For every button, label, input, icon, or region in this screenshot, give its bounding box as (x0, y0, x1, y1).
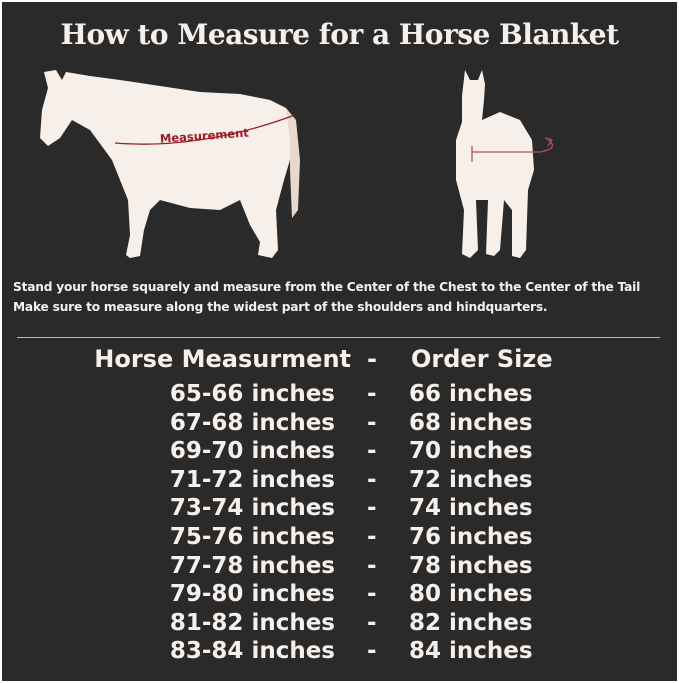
horse-measurement-cell: 69-70 inches (169, 438, 335, 465)
horse-measurement-cell: 73-74 inches (169, 495, 335, 522)
header-horse-measurement: Horse Measurment (94, 345, 351, 373)
separator-cell: - (367, 381, 377, 407)
order-size-cell: 82 inches (409, 609, 533, 636)
horse-front-silhouette (456, 70, 534, 258)
divider (17, 337, 660, 338)
horse-measurement-cell: 71-72 inches (169, 466, 335, 493)
horse-front-view-illustration (456, 70, 554, 258)
order-size-cell: 70 inches (409, 438, 533, 465)
separator-cell: - (367, 466, 377, 493)
horse-measurement-cell: 67-68 inches (169, 409, 335, 436)
measurement-line (114, 114, 296, 145)
separator-cell: - (367, 524, 377, 550)
header-order-size: Order Size (411, 345, 553, 373)
horse-tail (286, 108, 300, 218)
horse-measurement-cell: 65-66 inches (169, 381, 335, 407)
instruction-line-2: Make sure to measure along the widest pa… (13, 300, 548, 314)
order-size-cell: 78 inches (409, 552, 533, 579)
table-row: 83-84 inches - 84 inches (0, 638, 679, 666)
table-row: 75-76 inches - 76 inches (0, 524, 679, 552)
horse-measurement-cell: 75-76 inches (169, 524, 335, 550)
table-row: 73-74 inches - 74 inches (0, 495, 679, 523)
table-header: Horse Measurment - Order Size (0, 345, 679, 373)
table-row: 71-72 inches - 72 inches (0, 467, 679, 495)
horse-measurement-cell: 77-78 inches (169, 552, 335, 579)
measurement-label: Measurement (159, 126, 249, 146)
table-row: 69-70 inches - 70 inches (0, 438, 679, 466)
order-size-cell: 76 inches (409, 524, 533, 550)
separator-cell: - (367, 609, 377, 636)
order-size-cell: 80 inches (409, 581, 533, 608)
page-title: How to Measure for a Horse Blanket (60, 18, 620, 51)
separator-cell: - (367, 552, 377, 579)
separator-cell: - (367, 495, 377, 522)
horse-measurement-cell: 83-84 inches (169, 638, 335, 665)
order-size-cell: 68 inches (409, 409, 533, 436)
table-row: 67-68 inches - 68 inches (0, 410, 679, 438)
horse-side-view-illustration: Measurement (40, 70, 300, 258)
order-size-cell: 84 inches (409, 638, 533, 665)
order-size-cell: 72 inches (409, 466, 533, 493)
horse-measurement-cell: 81-82 inches (169, 609, 335, 636)
table-row: 77-78 inches - 78 inches (0, 553, 679, 581)
measurement-arrow (471, 137, 554, 162)
separator-cell: - (367, 638, 377, 665)
table-row: 79-80 inches - 80 inches (0, 581, 679, 609)
table-row: 81-82 inches - 82 inches (0, 610, 679, 638)
horse-side-silhouette (40, 70, 292, 258)
separator-cell: - (367, 581, 377, 608)
order-size-cell: 66 inches (409, 381, 533, 407)
header-separator: - (367, 345, 377, 373)
order-size-cell: 74 inches (409, 495, 533, 522)
separator-cell: - (367, 438, 377, 465)
instruction-line-1: Stand your horse squarely and measure fr… (13, 280, 641, 294)
table-row: 65-66 inches - 66 inches (0, 381, 679, 409)
horse-measurement-cell: 79-80 inches (169, 581, 335, 608)
separator-cell: - (367, 409, 377, 436)
